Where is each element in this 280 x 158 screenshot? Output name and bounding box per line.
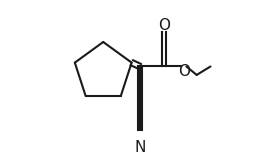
Text: O: O — [178, 64, 190, 79]
Text: N: N — [134, 140, 146, 155]
Text: O: O — [158, 18, 170, 33]
